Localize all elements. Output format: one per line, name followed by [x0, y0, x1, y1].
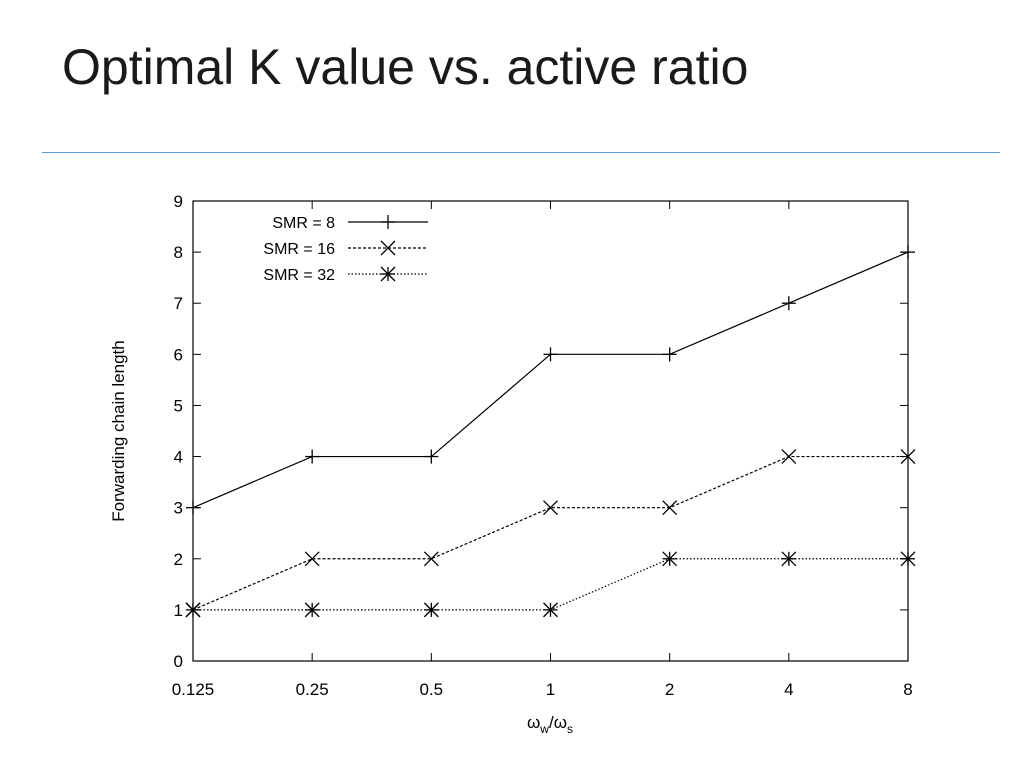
- x-tick-label: 4: [784, 680, 793, 699]
- x-axis-label: ωw/ωs: [527, 713, 573, 736]
- series-lines: [192, 251, 909, 611]
- legend: SMR = 8 SMR = 16 SMR = 32: [263, 215, 428, 284]
- marker-stroke: [304, 551, 320, 567]
- data-point-1: [662, 347, 677, 362]
- series-line-3: [193, 558, 908, 611]
- data-point-1: [424, 449, 439, 464]
- legend-marker: [381, 215, 395, 229]
- data-point-1: [781, 296, 796, 311]
- data-point-3: [662, 551, 678, 567]
- legend-marker: [380, 240, 396, 256]
- data-point-2: [900, 449, 916, 465]
- marker-stroke: [781, 449, 797, 465]
- x-tick-label: 1: [546, 680, 555, 699]
- y-tick-label: 4: [174, 448, 183, 467]
- series-markers: [185, 245, 916, 618]
- data-point-3: [781, 551, 797, 567]
- data-point-1: [186, 500, 200, 515]
- marker-stroke: [662, 500, 678, 516]
- marker-stroke: [423, 551, 439, 567]
- marker-stroke: [900, 551, 916, 567]
- marker-stroke: [543, 602, 558, 618]
- y-tick-label: 2: [174, 550, 183, 569]
- marker-stroke: [380, 240, 396, 256]
- x-tick-label: 2: [665, 680, 674, 699]
- marker-stroke: [380, 266, 396, 282]
- data-point-1: [305, 449, 320, 464]
- data-point-2: [781, 449, 797, 465]
- data-point-1: [543, 347, 558, 362]
- y-tick-label: 7: [174, 294, 183, 313]
- x-tick-label: 0.5: [420, 680, 444, 699]
- data-point-2: [662, 500, 678, 516]
- data-point-1: [901, 245, 915, 260]
- y-tick-label: 9: [174, 192, 183, 211]
- data-point-3: [423, 602, 439, 618]
- x-tick-label: 8: [903, 680, 912, 699]
- y-tick-label: 0: [174, 652, 183, 671]
- y-tick-label: 1: [174, 601, 183, 620]
- legend-marker: [380, 266, 396, 282]
- title-divider: [42, 152, 1000, 153]
- y-axis-label: Forwarding chain length: [109, 340, 128, 521]
- marker-stroke: [423, 602, 439, 618]
- series-line-1: [192, 251, 909, 509]
- data-point-2: [543, 500, 558, 516]
- marker-stroke: [781, 551, 797, 567]
- y-tick-label: 3: [174, 499, 183, 518]
- y-tick-labels: 0 1 2 3 4 5 6 7 8 9: [174, 192, 183, 671]
- data-point-3: [304, 602, 320, 618]
- y-tick-label: 5: [174, 396, 183, 415]
- data-point-3: [900, 551, 916, 567]
- legend-label: SMR = 32: [263, 267, 335, 284]
- data-point-3: [185, 602, 201, 618]
- x-tick-label: 0.25: [296, 680, 329, 699]
- data-point-2: [423, 551, 439, 567]
- legend-label: SMR = 8: [272, 215, 335, 232]
- marker-stroke: [304, 602, 320, 618]
- marker-stroke: [185, 602, 201, 618]
- data-point-3: [543, 602, 558, 618]
- x-tick-labels: 0.125 0.25 0.5 1 2 4 8: [172, 680, 913, 699]
- marker-stroke: [900, 449, 916, 465]
- y-tick-label: 8: [174, 243, 183, 262]
- series-line-2: [192, 455, 908, 611]
- legend-label: SMR = 16: [263, 241, 335, 258]
- marker-stroke: [543, 500, 558, 516]
- slide-title: Optimal K value vs. active ratio: [62, 39, 749, 95]
- x-tick-label: 0.125: [172, 680, 215, 699]
- y-tick-label: 6: [174, 345, 183, 364]
- data-point-2: [304, 551, 320, 567]
- marker-stroke: [662, 551, 678, 567]
